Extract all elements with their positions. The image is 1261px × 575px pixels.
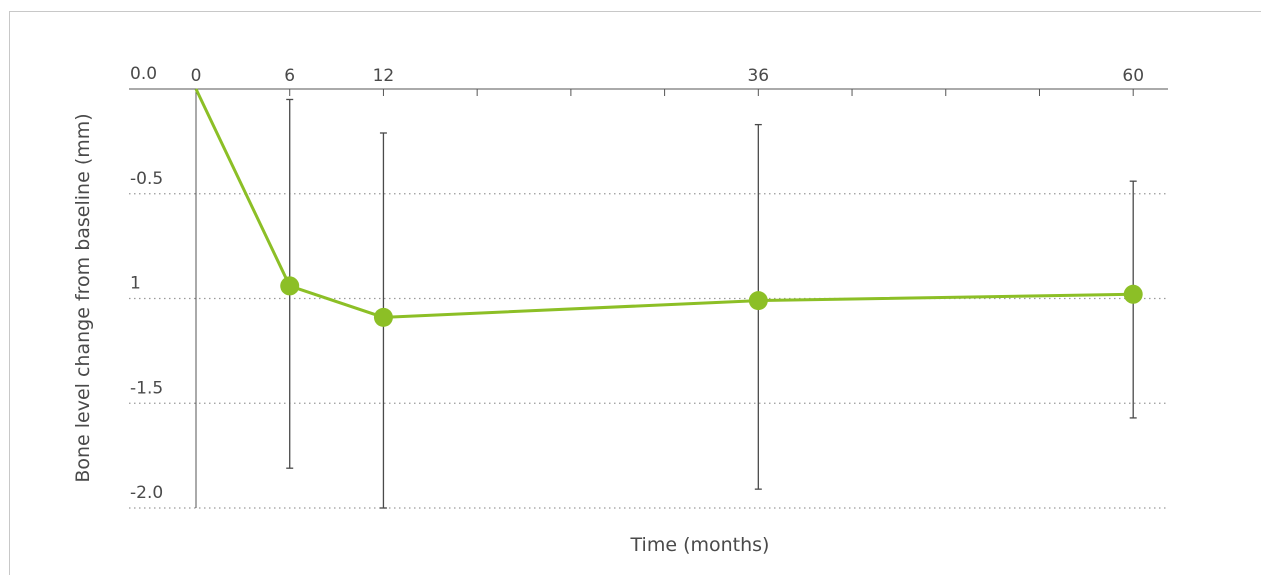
y-tick-label-0: 0.0: [130, 64, 157, 84]
x-tick-label-1: 6: [284, 66, 295, 86]
x-tick-label-4: 60: [1122, 66, 1144, 86]
series-line: [194, 88, 1134, 319]
series: [194, 88, 1143, 327]
data-point-4: [1123, 284, 1143, 304]
x-tick-label-0: 0: [191, 66, 202, 86]
y-tick-label-4: -2.0: [130, 483, 163, 503]
x-ticks: 0 6 12 36 60: [191, 66, 1144, 96]
y-tick-label-1: -0.5: [130, 169, 163, 189]
frame-top-border: [9, 11, 1261, 12]
data-point-1: [280, 276, 300, 296]
y-axis-title: Bone level change from baseline (mm): [72, 113, 94, 482]
y-ticks: 0.0 -0.5 1 -1.5 -2.0: [130, 64, 163, 503]
y-tick-label-3: -1.5: [130, 378, 163, 398]
x-axis-title: Time (months): [630, 534, 770, 556]
data-point-3: [748, 291, 768, 311]
data-point-2: [373, 307, 393, 327]
frame-left-border: [9, 11, 10, 575]
axes: [129, 88, 1168, 508]
x-tick-label-3: 36: [747, 66, 769, 86]
x-tick-label-2: 12: [373, 66, 395, 86]
y-tick-label-2: 1: [130, 274, 141, 294]
grid-lines: [129, 193, 1168, 509]
